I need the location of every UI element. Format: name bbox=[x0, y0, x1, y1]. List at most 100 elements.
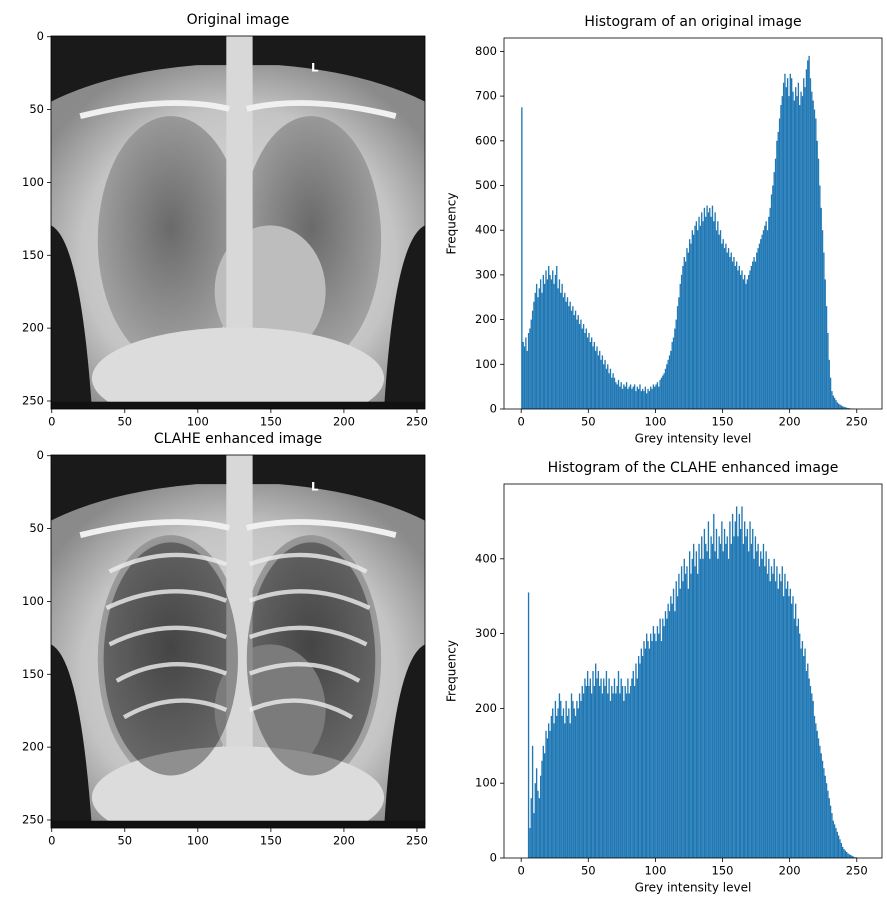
histogram-bar bbox=[534, 292, 536, 409]
histogram-bar bbox=[690, 573, 692, 858]
histogram-bar bbox=[832, 820, 834, 858]
histogram-bar bbox=[693, 234, 695, 409]
histogram-bar bbox=[671, 603, 673, 858]
histogram-bar bbox=[558, 693, 561, 858]
histogram-bar bbox=[672, 588, 675, 858]
histogram-bar bbox=[631, 678, 633, 858]
histogram-bar bbox=[714, 212, 716, 409]
histogram-bar bbox=[820, 207, 822, 409]
histogram-bar bbox=[825, 783, 828, 858]
histogram-bar bbox=[811, 693, 813, 858]
histogram-bar bbox=[835, 400, 837, 409]
histogram-bar bbox=[609, 368, 612, 409]
y-tick-label: 700 bbox=[475, 89, 497, 103]
x-tick-label: 50 bbox=[581, 864, 596, 878]
histogram-bar bbox=[756, 252, 758, 409]
y-axis-label: Frequency bbox=[445, 193, 459, 255]
histogram-bar bbox=[748, 551, 750, 858]
histogram-bar bbox=[557, 288, 559, 409]
histogram-bar bbox=[816, 140, 818, 409]
histogram-bar bbox=[611, 377, 613, 409]
histogram-bar bbox=[770, 566, 773, 858]
histogram-bar bbox=[808, 678, 810, 858]
histogram-bar bbox=[766, 230, 769, 409]
histogram-bar bbox=[577, 315, 579, 409]
y-tick-label: 0 bbox=[490, 851, 497, 865]
histogram-bar bbox=[725, 243, 727, 409]
histogram-bar bbox=[635, 391, 637, 409]
histogram-bar bbox=[568, 306, 570, 409]
x-tick-label: 100 bbox=[187, 415, 209, 429]
histogram-bar bbox=[786, 581, 789, 858]
y-tick-label: 400 bbox=[475, 551, 497, 565]
y-tick-label: 800 bbox=[475, 44, 497, 58]
y-tick-label: 500 bbox=[475, 178, 497, 192]
histogram-bar bbox=[705, 216, 707, 409]
histogram-bar bbox=[561, 283, 563, 409]
histogram-bar bbox=[796, 96, 798, 410]
histogram-bar bbox=[730, 252, 732, 409]
histogram-bar bbox=[717, 221, 719, 409]
histogram-bar bbox=[782, 82, 785, 409]
x-tick-label: 150 bbox=[260, 834, 282, 848]
histogram-bar bbox=[558, 279, 561, 409]
histogram-bar bbox=[671, 341, 673, 409]
histogram-bar bbox=[580, 319, 582, 409]
histogram-bar bbox=[788, 596, 790, 858]
histogram-bar bbox=[668, 611, 671, 858]
histogram-bar bbox=[652, 384, 655, 409]
histogram-bar bbox=[639, 663, 641, 858]
histogram-bar bbox=[836, 402, 838, 409]
histogram-bar bbox=[612, 693, 614, 858]
axes-frame bbox=[50, 454, 426, 829]
histogram-bar bbox=[617, 379, 620, 409]
histogram-bar bbox=[636, 386, 638, 409]
histogram-bar bbox=[576, 700, 578, 858]
x-tick-label: 250 bbox=[406, 834, 428, 848]
histogram-bar bbox=[627, 678, 629, 858]
histogram-bar bbox=[808, 55, 810, 409]
histogram-bar bbox=[636, 678, 638, 858]
histogram-bar bbox=[784, 573, 786, 858]
histogram-bar bbox=[827, 790, 829, 858]
histogram-bar bbox=[589, 341, 591, 409]
histogram-bar bbox=[670, 350, 672, 409]
histogram-bar bbox=[741, 506, 743, 858]
histogram-bar bbox=[721, 243, 723, 409]
histogram-bar bbox=[560, 292, 562, 409]
histogram-bar bbox=[573, 315, 575, 409]
histogram-bar bbox=[803, 656, 805, 858]
histogram-bar bbox=[621, 685, 624, 858]
histogram-bar bbox=[656, 626, 659, 858]
histogram-bar bbox=[643, 391, 645, 409]
histogram-bar bbox=[729, 257, 731, 409]
histogram-bar bbox=[703, 528, 706, 858]
histogram-bar bbox=[690, 243, 692, 409]
histogram-bar bbox=[538, 288, 540, 409]
histogram-bar bbox=[608, 678, 610, 858]
histogram-bar bbox=[604, 685, 606, 858]
histogram-bar bbox=[541, 292, 543, 409]
histogram-bar bbox=[711, 205, 714, 409]
histogram-bar bbox=[569, 723, 571, 858]
histogram-bar bbox=[687, 588, 689, 858]
histogram-bar bbox=[650, 633, 652, 858]
histogram-bar bbox=[548, 723, 550, 858]
histogram-bar bbox=[790, 603, 793, 858]
histogram-bar bbox=[529, 328, 531, 409]
y-tick-label: 300 bbox=[475, 267, 497, 281]
histogram-bar bbox=[795, 87, 797, 410]
histogram-bar bbox=[726, 536, 728, 858]
histogram-bar bbox=[773, 172, 775, 409]
y-tick-label: 0 bbox=[37, 448, 44, 462]
xray-image bbox=[51, 36, 425, 429]
histogram-bar bbox=[623, 384, 625, 409]
histogram-bar bbox=[592, 346, 594, 409]
x-tick-label: 0 bbox=[48, 834, 55, 848]
histogram-bar bbox=[581, 685, 583, 858]
histogram-bar bbox=[831, 391, 833, 409]
histogram-bar bbox=[776, 140, 778, 409]
histogram-bar bbox=[764, 225, 766, 409]
histogram-bar bbox=[744, 521, 746, 858]
histogram-bar bbox=[659, 618, 661, 858]
